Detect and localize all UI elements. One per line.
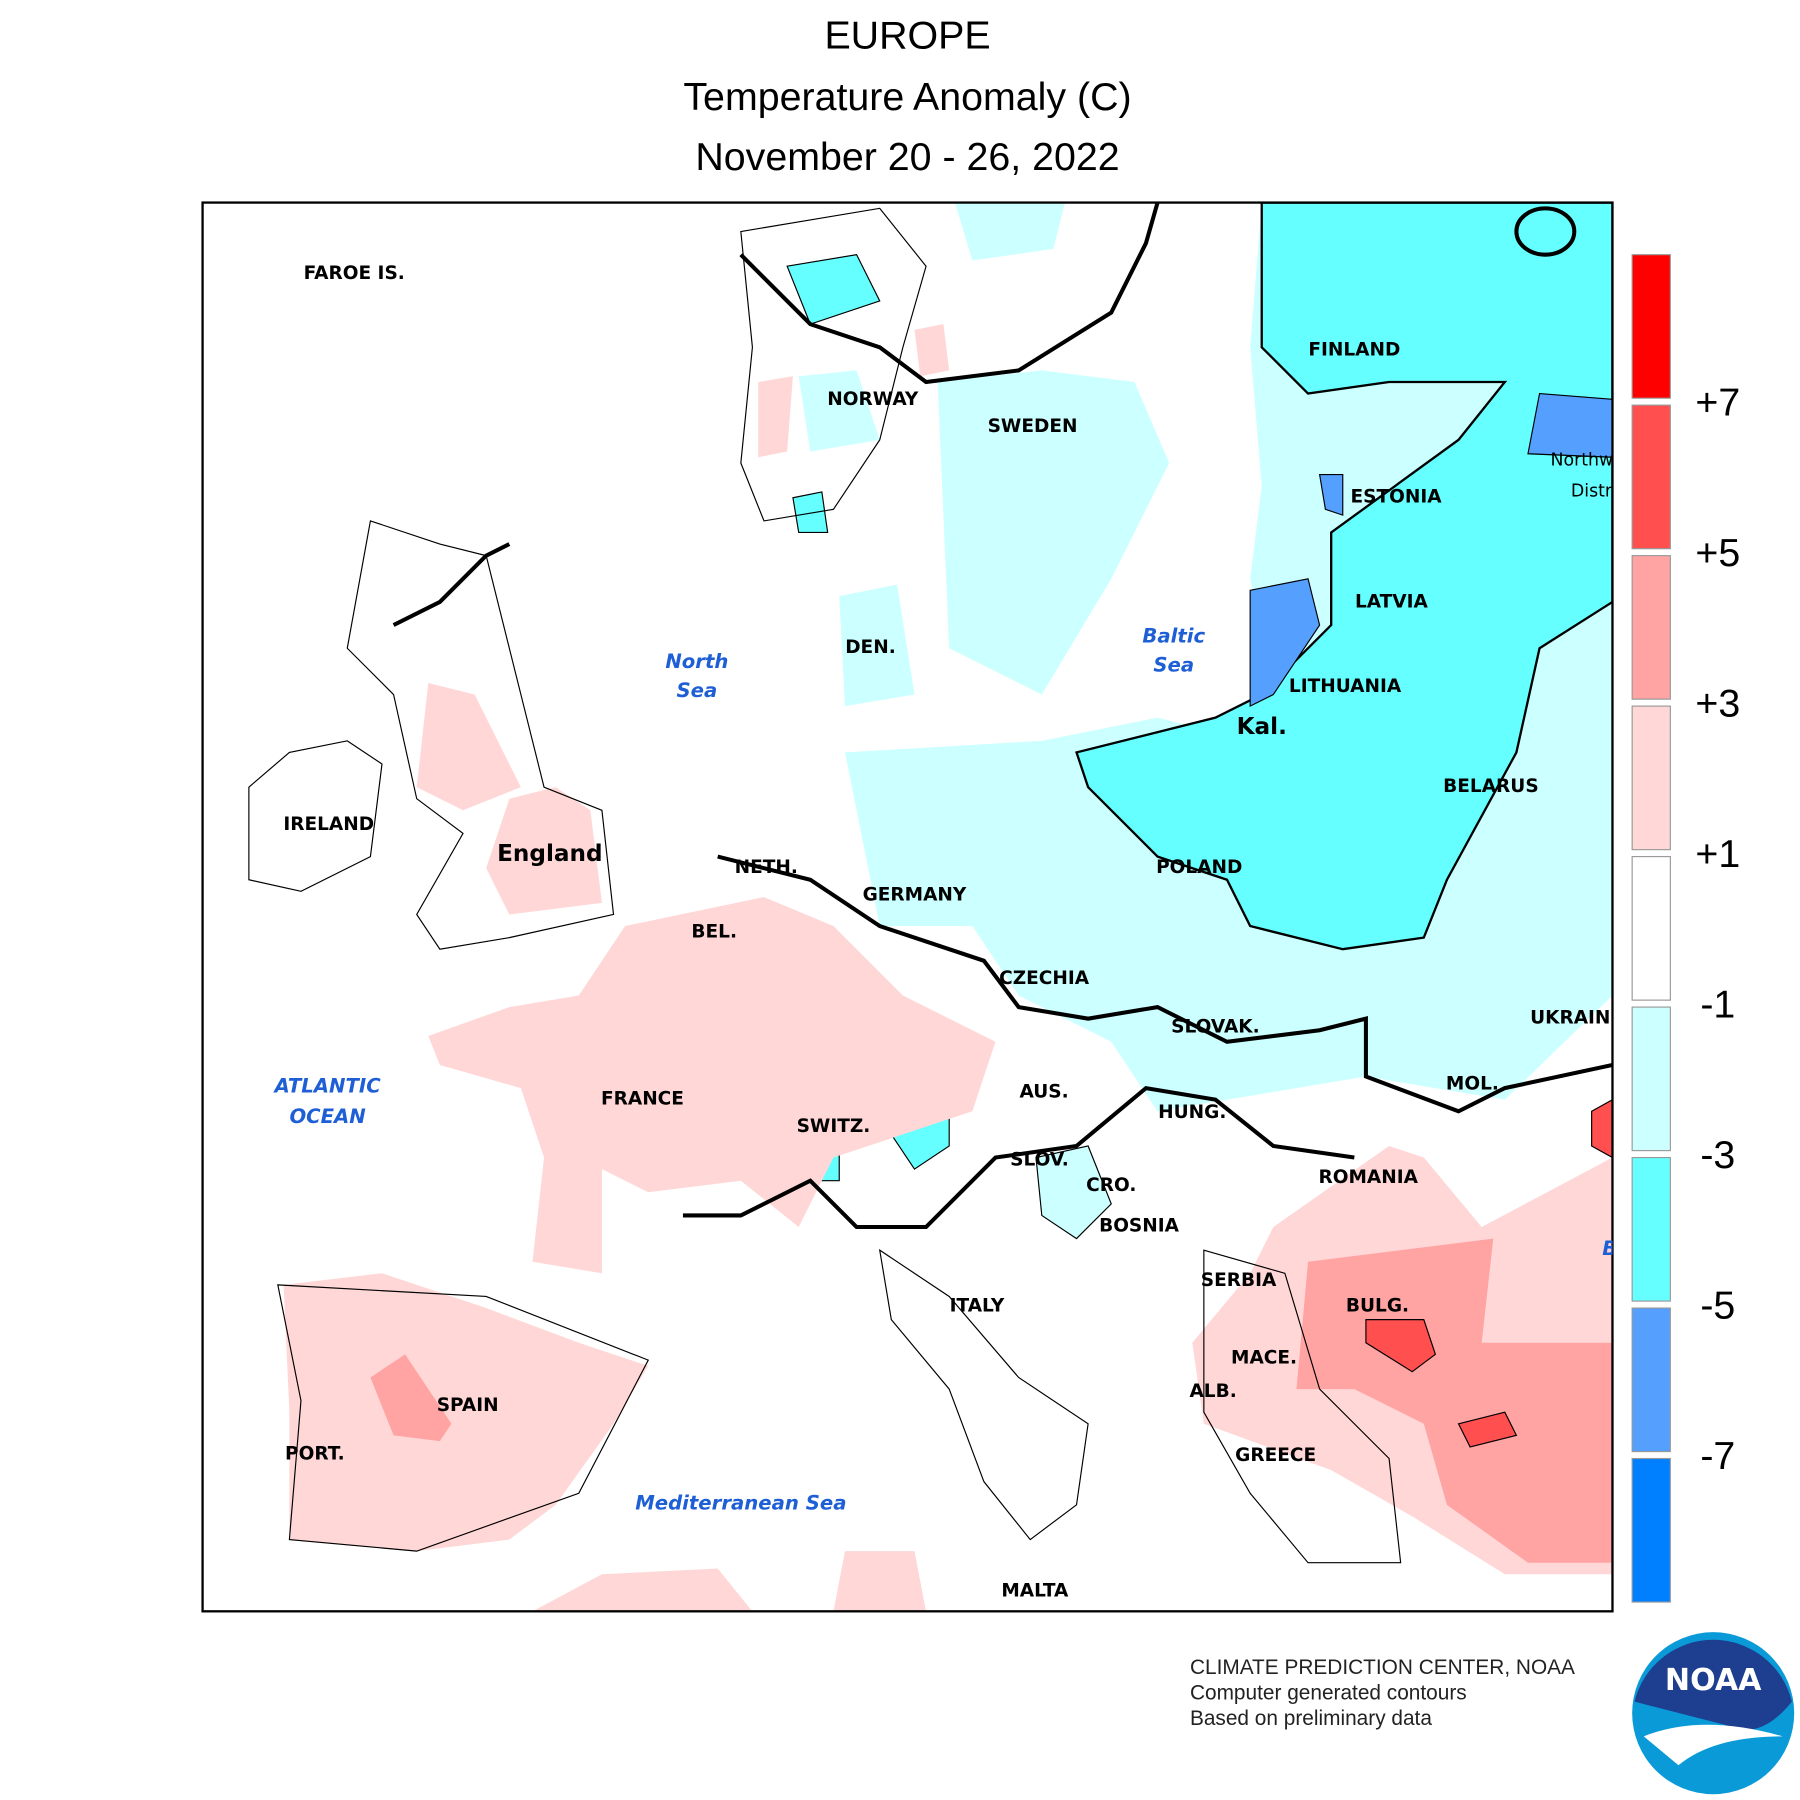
place-label: LATVIA [1355,592,1429,613]
place-label: HUNG. [1158,1102,1226,1123]
place-label: MOL. [1446,1073,1499,1094]
legend-label: -1 [1700,982,1735,1026]
place-label: Northwest [1550,450,1639,470]
place-label: GERMANY [863,885,967,906]
place-label: BOSNIA [1099,1216,1180,1237]
place-label: SWEDEN [988,416,1078,437]
sea-label: Baltic [1142,624,1205,647]
place-label: ALB. [1189,1381,1236,1402]
legend-label: +3 [1695,682,1740,726]
logo-text: NOAA [1665,1663,1762,1698]
legend-label: +1 [1695,832,1740,876]
place-label: MALTA [1001,1580,1069,1601]
place-label: District [1571,482,1634,502]
place-label: England [497,841,602,867]
sea-label: Black [1602,1237,1664,1260]
legend-swatch [1631,1006,1671,1152]
place-label: DEN. [845,637,896,658]
legend-swatch [1631,705,1671,851]
place-label: NORWAY [827,389,919,410]
legend-swatch [1631,1156,1671,1302]
place-label: MACE. [1231,1348,1297,1369]
place-label: SWITZ. [797,1116,871,1137]
footer-text: CLIMATE PREDICTION CENTER, NOAA [1190,1656,1575,1679]
legend-swatch [1631,1457,1671,1603]
legend-swatch [1631,856,1671,1001]
sea-label: Sea [1153,653,1194,676]
place-label: BULG. [1346,1296,1409,1317]
footer-text: Based on preliminary data [1190,1707,1432,1730]
legend-label: -3 [1700,1133,1735,1177]
footer-text: Computer generated contours [1190,1681,1467,1704]
legend-label: +5 [1695,531,1740,575]
place-label: BEL. [691,922,737,943]
place-label: PORT. [285,1444,345,1465]
place-label: AUS. [1020,1081,1069,1102]
map-labels: FAROE IS. NORWAY SWEDEN FINLAND ESTONIA … [273,263,1664,1601]
place-label: CZECHIA [999,968,1090,989]
place-label: ITALY [950,1296,1005,1317]
place-label: FINLAND [1308,339,1400,360]
legend-label: +7 [1695,381,1740,425]
place-label: POLAND [1156,857,1242,878]
legend-swatch [1631,1307,1671,1453]
sea-label: OCEAN [289,1105,366,1128]
title: November 20 - 26, 2022 [695,135,1119,179]
title: EUROPE [824,14,990,58]
place-label: LITHUANIA [1289,676,1402,697]
place-label: SLOV. [1010,1150,1069,1171]
place-label: FAROE IS. [304,263,405,284]
place-label: FRANCE [601,1088,684,1109]
place-label: GREECE [1235,1445,1316,1466]
legend-swatch [1631,555,1671,700]
place-label: NETH. [735,857,798,878]
place-label: SERBIA [1201,1270,1277,1291]
place-label: Kal. [1237,714,1287,740]
sea-label: ATLANTIC [273,1075,382,1098]
place-label: ESTONIA [1350,486,1442,507]
place-label: IRELAND [283,814,374,835]
sea-label: North [665,650,728,673]
map [202,202,1613,1612]
legend-label: -7 [1700,1434,1735,1478]
legend-label: -5 [1700,1283,1735,1327]
noaa-logo: NOAA [1632,1632,1795,1795]
legend-swatch [1631,404,1671,550]
sea-label: Mediterranean Sea [635,1491,846,1514]
place-label: UKRAINE [1530,1007,1623,1028]
map-frame [201,201,1614,1613]
place-label: ROMANIA [1318,1167,1418,1188]
title: Temperature Anomaly (C) [683,75,1131,119]
legend-swatch [1631,254,1671,399]
legend: +7 +5 +3 +1 -1 -3 -5 -7 [1631,254,1740,1603]
place-label: CRO. [1086,1175,1136,1196]
place-label: SPAIN [437,1395,499,1416]
place-label: BELARUS [1443,776,1539,797]
sea-label: Sea [676,679,717,702]
place-label: SLOVAK. [1171,1017,1260,1038]
